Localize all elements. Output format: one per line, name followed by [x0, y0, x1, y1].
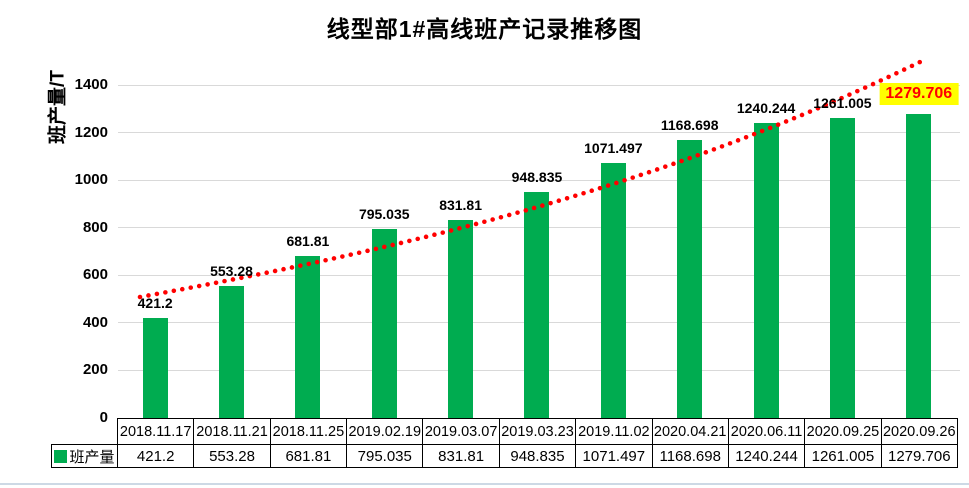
value-cell: 421.2 [116, 444, 195, 468]
bar-value-label: 948.835 [511, 169, 563, 186]
y-tick-label: 1400 [74, 76, 108, 93]
bar [753, 122, 779, 418]
bar [677, 140, 703, 418]
bar [142, 317, 168, 418]
date-cell: 2020.09.26 [880, 418, 958, 445]
table-corner-spacer [52, 419, 118, 445]
y-tick-label: 600 [82, 266, 108, 284]
date-cell: 2019.02.19 [346, 418, 424, 445]
bar-value-label: 421.2 [137, 294, 173, 311]
bar-value-label: 1168.698 [660, 117, 719, 134]
date-cell: 2020.06.11 [727, 418, 806, 445]
y-tick-label: 400 [82, 313, 108, 331]
value-cell: 1168.698 [651, 444, 729, 468]
bar [906, 113, 932, 418]
value-cell: 681.81 [269, 444, 348, 468]
y-tick-label: 1200 [74, 123, 108, 141]
date-cell: 2018.11.17 [116, 418, 195, 445]
value-cell: 1240.244 [727, 444, 806, 468]
date-cell: 2019.11.02 [575, 418, 653, 445]
y-tick-label: 200 [82, 361, 108, 379]
legend-color-swatch-icon [54, 449, 68, 463]
bar-value-label: 1261.005 [813, 95, 872, 112]
bar-value-label: 1071.497 [584, 140, 643, 157]
date-cell: 2018.11.21 [193, 418, 271, 445]
bar [829, 118, 855, 418]
bar [448, 220, 474, 418]
value-cell: 553.28 [193, 444, 271, 468]
gridline [118, 84, 960, 86]
date-cell: 2019.03.23 [498, 418, 577, 445]
value-cell: 1279.706 [880, 444, 958, 468]
bar-value-label: 553.28 [210, 263, 253, 280]
bar [295, 255, 321, 418]
bottom-edge-line [0, 483, 969, 485]
y-tick-label: 800 [82, 218, 108, 236]
value-cell: 948.835 [498, 444, 577, 468]
value-cell: 1261.005 [804, 444, 882, 468]
bar-value-label: 831.81 [439, 197, 483, 214]
y-tick-label: 1000 [74, 171, 108, 189]
value-cell: 831.81 [422, 444, 500, 468]
legend-label: 班产量 [69, 448, 115, 466]
bar [219, 286, 245, 418]
value-cell: 795.035 [346, 444, 424, 468]
bar [524, 192, 550, 418]
date-cell: 2020.04.21 [651, 418, 729, 445]
data-table-wrap: 2018.11.17 2018.11.21 2018.11.25 2019.02.19… [51, 418, 958, 468]
value-cell: 1071.497 [575, 444, 653, 468]
data-table: 2018.11.17 2018.11.21 2018.11.25 2019.02.19… [51, 418, 958, 468]
date-cell: 2018.11.25 [269, 418, 348, 445]
date-cell: 2020.09.25 [804, 418, 882, 445]
date-cell: 2019.03.07 [422, 418, 500, 445]
y-tick-label: 0 [99, 409, 108, 426]
bar [371, 228, 397, 418]
legend-cell: 班产量 [51, 444, 118, 468]
chart-title: 线型部1#高线班产记录推移图 [326, 16, 643, 42]
bar [600, 163, 626, 418]
bar-value-label-highlight: 1279.706 [879, 82, 959, 105]
bar-value-label: 681.81 [286, 232, 330, 249]
